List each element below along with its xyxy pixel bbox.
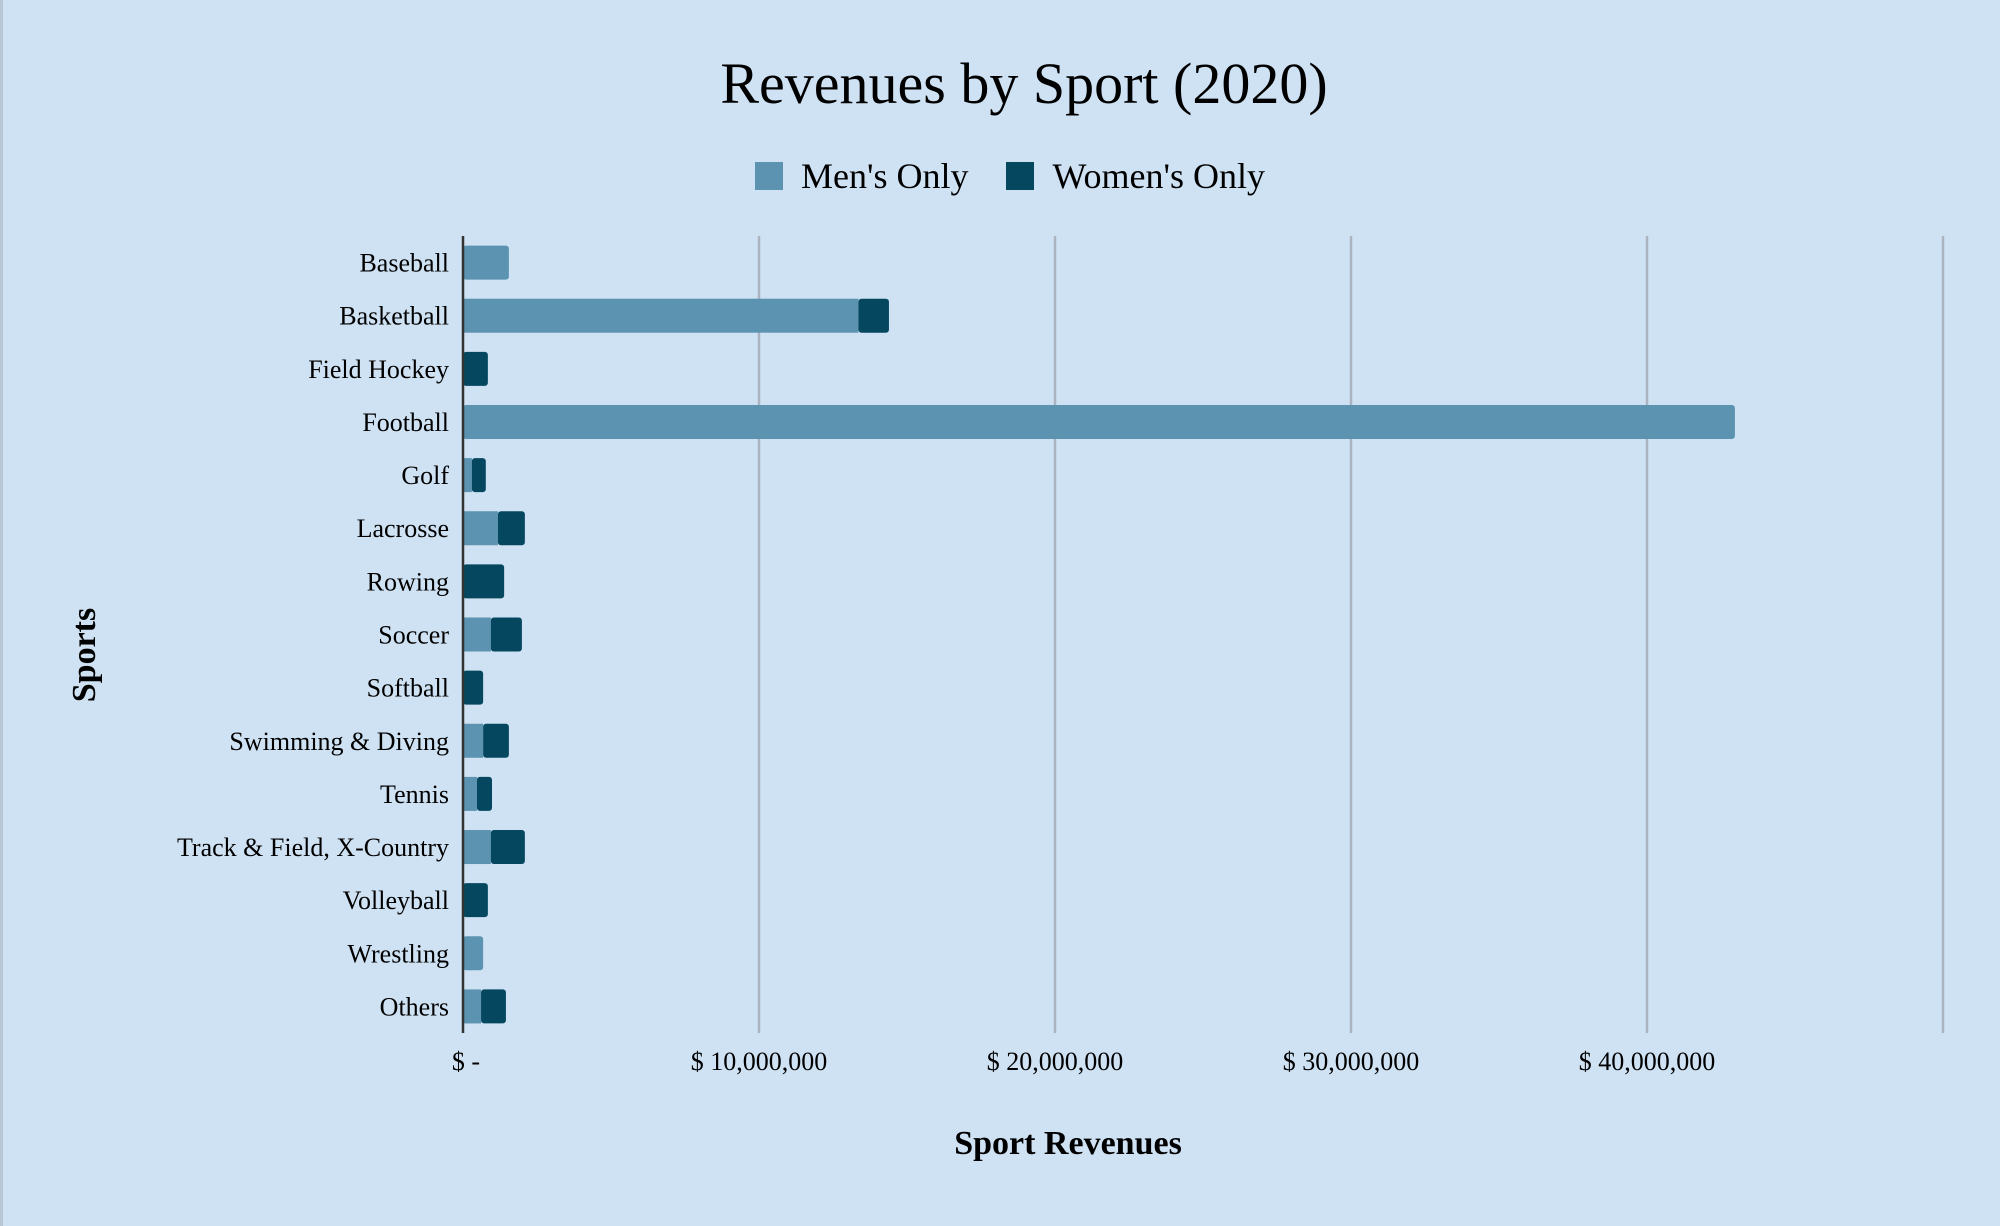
x-tick-label: $ 40,000,000 <box>1579 1047 1716 1076</box>
y-tick-label: Rowing <box>367 567 449 596</box>
legend-label-womens: Women's Only <box>1052 156 1266 196</box>
x-tick-label: $ - <box>452 1047 480 1076</box>
window-edge <box>0 0 3 1226</box>
bar-womens <box>471 458 486 493</box>
bar-womens <box>483 723 509 758</box>
bar-mens <box>463 458 472 493</box>
legend: Men's Only Women's Only <box>0 155 2000 197</box>
legend-item-mens: Men's Only <box>754 155 969 197</box>
y-tick-label: Volleyball <box>343 886 449 915</box>
bar-womens <box>858 298 889 333</box>
y-tick-label: Baseball <box>359 249 449 278</box>
legend-swatch-womens <box>1006 162 1035 190</box>
legend-item-womens: Women's Only <box>1006 155 1265 197</box>
bar-mens <box>463 404 1735 439</box>
x-axis-label: Sport Revenues <box>954 1125 1182 1162</box>
bar-mens <box>463 723 484 758</box>
bar-mens <box>463 617 491 652</box>
y-tick-label: Football <box>362 408 449 437</box>
bar-womens <box>481 989 506 1024</box>
y-tick-label: Swimming & Diving <box>229 727 449 756</box>
bar-mens <box>463 989 482 1024</box>
y-tick-label: Track & Field, X-Country <box>177 833 449 862</box>
y-tick-label: Tennis <box>380 780 449 809</box>
legend-label-mens: Men's Only <box>800 156 969 196</box>
bar-womens <box>490 617 522 652</box>
bar-womens <box>463 670 484 705</box>
y-tick-label: Lacrosse <box>357 514 449 543</box>
bar-womens <box>476 776 493 811</box>
y-tick-label: Golf <box>401 461 449 490</box>
bar-mens <box>463 936 484 971</box>
x-tick-label: $ 30,000,000 <box>1283 1047 1420 1076</box>
x-tick-label: $ 10,000,000 <box>691 1047 828 1076</box>
y-tick-label: Field Hockey <box>308 355 449 384</box>
bar-womens <box>463 564 505 599</box>
y-tick-label: Basketball <box>339 302 449 331</box>
bar-mens <box>463 776 477 811</box>
chart-title: Revenues by Sport (2020) <box>720 51 1328 116</box>
y-tick-label: Others <box>380 992 449 1021</box>
bar-mens <box>463 511 498 546</box>
legend-swatch-mens <box>754 162 783 190</box>
bar-womens <box>463 351 488 386</box>
y-tick-label: Softball <box>367 674 449 703</box>
bar-mens <box>463 830 491 865</box>
y-tick-label: Wrestling <box>348 939 450 968</box>
x-tick-label: $ 20,000,000 <box>987 1047 1124 1076</box>
bar-womens <box>497 511 525 546</box>
bar-mens <box>463 298 859 333</box>
bar-womens <box>463 883 488 918</box>
bar-mens <box>463 245 509 280</box>
y-tick-label: Soccer <box>378 621 449 650</box>
bar-womens <box>490 830 525 865</box>
